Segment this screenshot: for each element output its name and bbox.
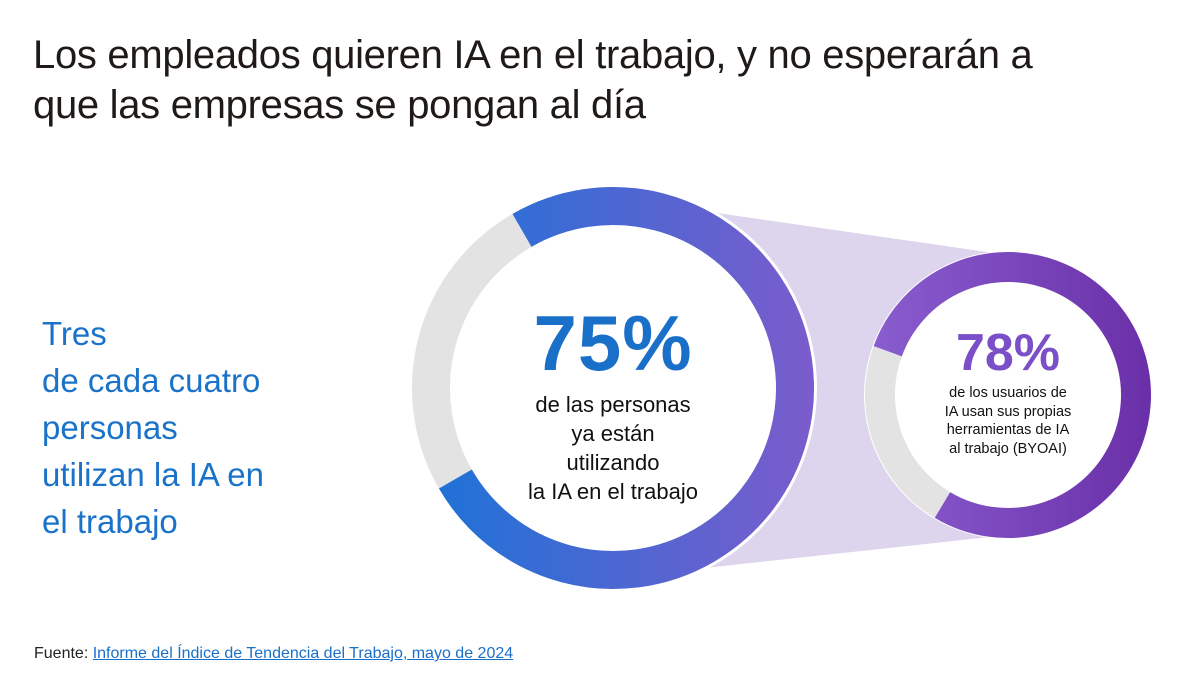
small-donut-backdrop [864,251,1152,539]
small-donut-label: 78% de los usuarios de IA usan sus propi… [918,324,1098,458]
big-description-line-3: utilizando [566,450,660,475]
donut-75-remainder-arc [412,213,532,489]
small-description: de los usuarios de IA usan sus propias h… [918,384,1098,458]
title-line-2: que las empresas se pongan al día [33,83,646,127]
big-description-line-2: ya están [571,421,655,446]
side-statement-line-2: de cada cuatro [42,362,261,399]
donut-75-value-arc [438,187,814,589]
small-description-line-3: herramientas de IA [946,422,1070,438]
small-description-line-1: de los usuarios de [949,385,1067,401]
donut-75 [412,187,814,589]
source-prefix: Fuente: [34,645,93,662]
title-line-1: Los empleados quieren IA en el trabajo, … [33,33,1033,77]
source-note: Fuente: Informe del Índice de Tendencia … [34,645,513,663]
side-statement-line-4: utilizan la IA en [42,456,264,493]
small-percent-label: 78% [955,324,1061,382]
page-title: Los empleados quieren IA en el trabajo, … [33,30,1173,130]
big-description-line-4: la IA en el trabajo [527,479,698,504]
big-donut-backdrop [409,184,817,592]
big-percent-label: 75% [533,299,693,387]
big-description: de las personas ya están utilizando la I… [468,390,758,506]
source-link[interactable]: Informe del Índice de Tendencia del Trab… [92,645,514,662]
side-statement: Tres de cada cuatro personas utilizan la… [42,310,362,545]
donut-78-value-arc [873,252,1151,538]
small-description-line-4: al trabajo (BYOAI) [949,440,1067,457]
small-description-line-2: IA usan sus propias [944,403,1072,420]
side-statement-line-1: Tres [42,315,107,352]
side-statement-line-5: el trabajo [42,503,178,540]
big-description-line-1: de las personas [535,392,691,417]
donut-78 [865,252,1151,538]
side-statement-line-3: personas [42,409,178,446]
big-donut-label: 75% de las personas ya están utilizando … [468,300,758,506]
donut-78-remainder-arc [865,346,951,518]
